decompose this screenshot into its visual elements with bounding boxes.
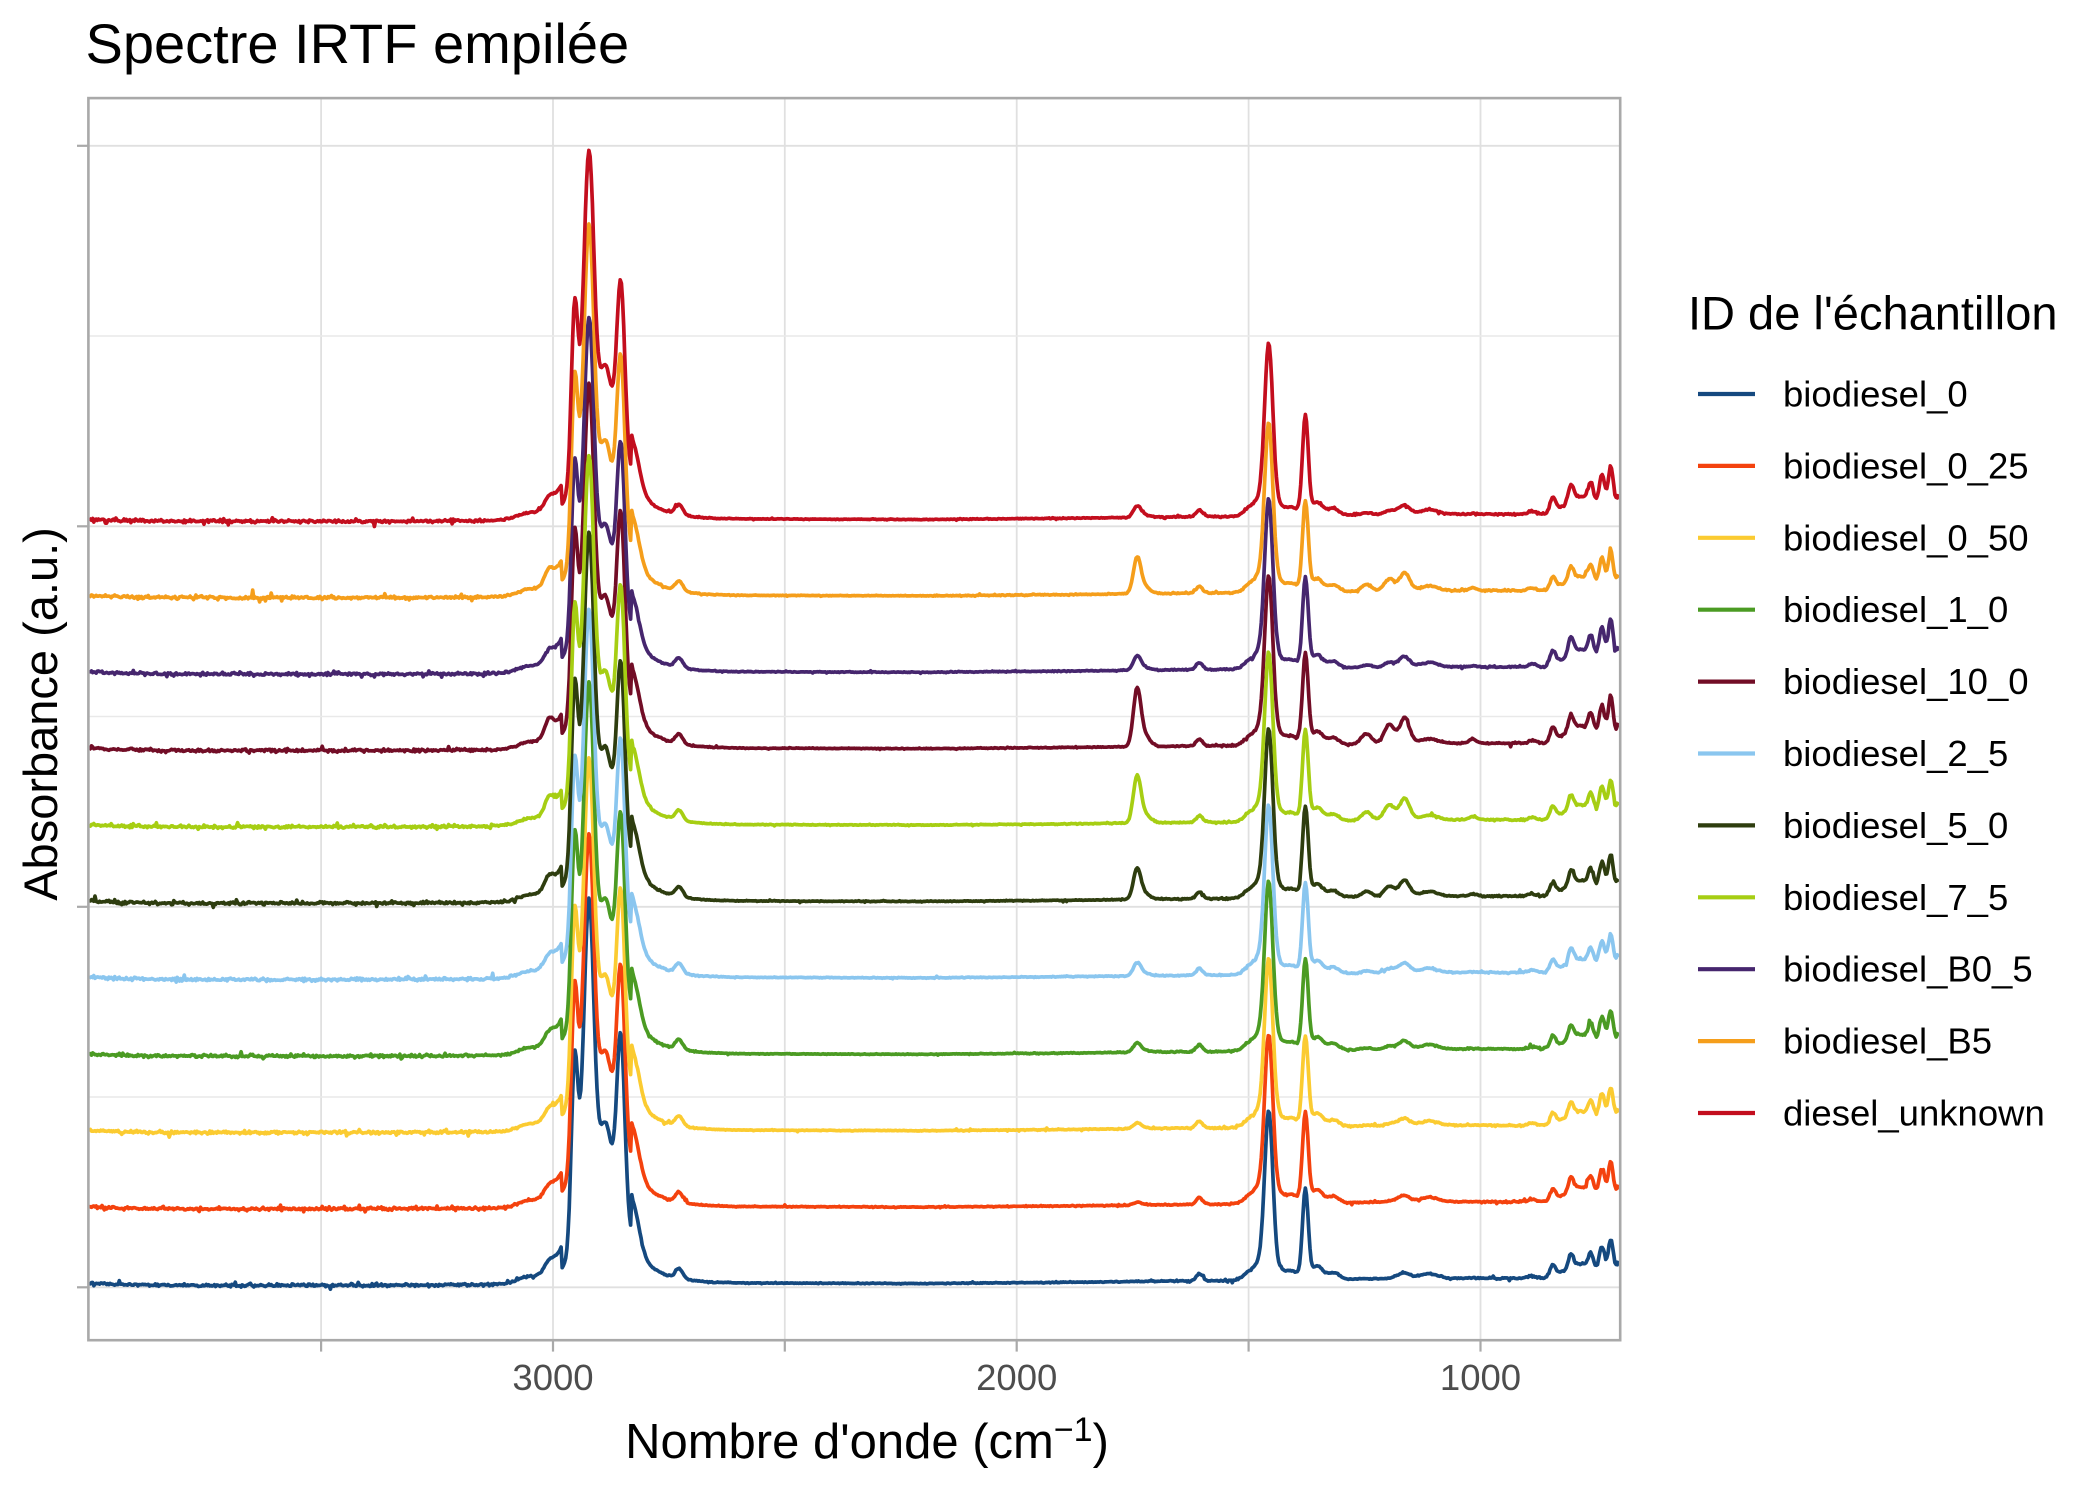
- svg-text:ID de l'échantillon: ID de l'échantillon: [1688, 287, 2058, 340]
- svg-text:biodiesel_B0_5: biodiesel_B0_5: [1783, 949, 2033, 990]
- svg-text:biodiesel_2_5: biodiesel_2_5: [1783, 733, 2008, 774]
- svg-text:biodiesel_0_50: biodiesel_0_50: [1783, 517, 2029, 558]
- svg-text:biodiesel_B5: biodiesel_B5: [1783, 1021, 1992, 1062]
- svg-text:biodiesel_7_5: biodiesel_7_5: [1783, 877, 2008, 918]
- svg-text:diesel_unknown: diesel_unknown: [1783, 1093, 2045, 1134]
- svg-text:biodiesel_0_25: biodiesel_0_25: [1783, 445, 2029, 486]
- svg-text:3000: 3000: [512, 1357, 593, 1398]
- svg-text:biodiesel_0: biodiesel_0: [1783, 374, 1968, 415]
- svg-text:Nombre d'onde (cm−1): Nombre d'onde (cm−1): [625, 1411, 1109, 1469]
- svg-text:Spectre IRTF empilée: Spectre IRTF empilée: [86, 12, 630, 75]
- svg-text:biodiesel_1_0: biodiesel_1_0: [1783, 589, 2008, 630]
- svg-text:biodiesel_5_0: biodiesel_5_0: [1783, 805, 2008, 846]
- svg-text:1000: 1000: [1440, 1357, 1521, 1398]
- svg-text:Absorbance (a.u.): Absorbance (a.u.): [14, 527, 67, 901]
- svg-text:biodiesel_10_0: biodiesel_10_0: [1783, 661, 2029, 702]
- svg-text:2000: 2000: [976, 1357, 1057, 1398]
